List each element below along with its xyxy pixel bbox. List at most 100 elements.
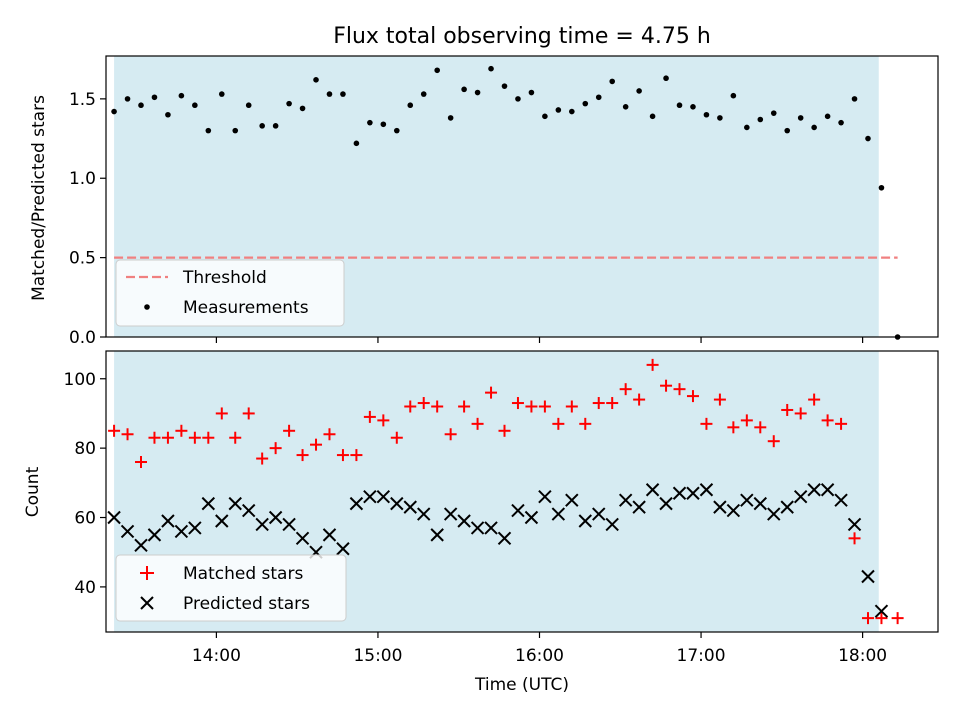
x-tick-label: 18:00 [838, 646, 887, 666]
predicted-stars-point [767, 507, 781, 521]
matched-stars-point [229, 431, 242, 444]
predicted-stars-point [201, 496, 216, 511]
measurement-point [528, 89, 535, 96]
measurement-point [878, 184, 885, 191]
predicted-stars-point [524, 510, 539, 525]
x-tick-label: 16:00 [515, 646, 564, 666]
matched-stars-point [633, 393, 646, 406]
measurement-point [232, 127, 239, 134]
matched-stars-point [525, 400, 538, 413]
predicted-stars-point [497, 531, 512, 546]
y-tick-label: 60 [74, 509, 96, 529]
matched-stars-point [808, 393, 821, 406]
predicted-stars-point [672, 486, 687, 500]
predicted-stars-point [834, 493, 848, 507]
predicted-stars-point [215, 514, 229, 528]
y-tick-label: 40 [74, 578, 96, 598]
count-legend: Matched stars Predicted stars [115, 554, 347, 622]
predicted-stars-point [295, 531, 310, 546]
measurement-point [555, 107, 562, 113]
measurement-point [730, 92, 737, 99]
ratio-marks [111, 65, 901, 340]
threshold-legend-label: Threshold [182, 268, 267, 288]
matched-stars-point [444, 428, 457, 441]
predicted-stars-point [457, 514, 471, 528]
measurement-point [609, 78, 616, 85]
measurement-point [784, 127, 791, 134]
measurement-point [811, 124, 817, 131]
measurement-point [501, 83, 508, 89]
predicted-stars-point [807, 483, 821, 497]
measurement-point [286, 100, 292, 107]
matched-stars-point [390, 431, 403, 444]
count-marks [107, 358, 904, 625]
predicted-stars-point [107, 510, 121, 525]
predicted-stars-point [443, 507, 458, 521]
count-axes-frame [105, 350, 939, 633]
predicted-stars-point [686, 486, 700, 500]
predicted-stars-point [820, 483, 835, 497]
matched-stars-point [606, 397, 619, 410]
predicted-stars-point [753, 496, 767, 511]
matched-stars-point [121, 428, 134, 441]
predicted-stars-point [161, 514, 175, 528]
matched-stars-point [511, 397, 524, 410]
predicted-stars-point [430, 528, 444, 542]
matched-stars-point [363, 410, 376, 423]
measurement-point [326, 91, 333, 97]
measurement-point [259, 123, 265, 129]
matched-stars-point [875, 612, 888, 625]
y-tick-label: 0.0 [69, 328, 96, 348]
matched-stars-point [673, 383, 686, 396]
measurement-point [192, 102, 198, 109]
matched-stars-point [754, 421, 767, 434]
count-x-axis-label: Time (UTC) [474, 675, 569, 695]
predicted-stars-point [134, 538, 148, 552]
measurement-point [703, 111, 710, 118]
measurement-point [474, 89, 481, 96]
measurement-point [353, 140, 360, 147]
predicted-stars-point [282, 517, 296, 532]
measurement-point [205, 127, 212, 134]
ratio-y-axis-label: Matched/Predicted stars [29, 95, 49, 301]
matched-stars-point [740, 414, 753, 427]
measurement-point [178, 92, 185, 99]
matched-stars-point [188, 431, 201, 444]
matched-stars-point [619, 383, 632, 396]
count-y-axis-label: Count [23, 466, 43, 517]
measurement-point [676, 102, 683, 109]
matched-stars-point [135, 456, 148, 469]
matched-stars-point [552, 417, 565, 430]
measurement-point [447, 115, 454, 121]
measurements-legend-label: Measurements [183, 298, 309, 318]
ratio-axes-frame [105, 55, 939, 338]
count-y-axis: 40 60 80 100 [64, 370, 106, 598]
predicted-stars-point [740, 493, 754, 507]
matched-stars-point [660, 379, 673, 392]
measurement-point [636, 88, 642, 94]
measurement-point [138, 102, 144, 109]
predicted-stars-point [417, 507, 431, 521]
matched-stars-point [256, 452, 269, 465]
matched-stars-point [310, 438, 323, 451]
predicted-stars-point [228, 496, 242, 511]
predicted-stars-point [363, 489, 377, 504]
matched-stars-point [417, 397, 430, 410]
predicted-stars-point [605, 517, 619, 532]
measurement-point [165, 111, 171, 118]
measurement-point [111, 108, 117, 115]
count-legend-box [115, 554, 347, 622]
measurement-point [690, 104, 696, 110]
measurement-point [797, 115, 804, 121]
matched-stars-point [565, 400, 578, 413]
measurement-point [851, 96, 858, 102]
measurement-point [393, 127, 400, 134]
measurement-point [757, 116, 764, 123]
x-tick-label: 15:00 [353, 646, 402, 666]
predicted-stars-point [147, 528, 162, 542]
matched-stars-point [323, 428, 336, 441]
predicted-stars-point [120, 524, 135, 539]
measurement-point [569, 108, 575, 115]
predicted-stars-point [565, 493, 579, 507]
measurement-point [824, 113, 831, 120]
